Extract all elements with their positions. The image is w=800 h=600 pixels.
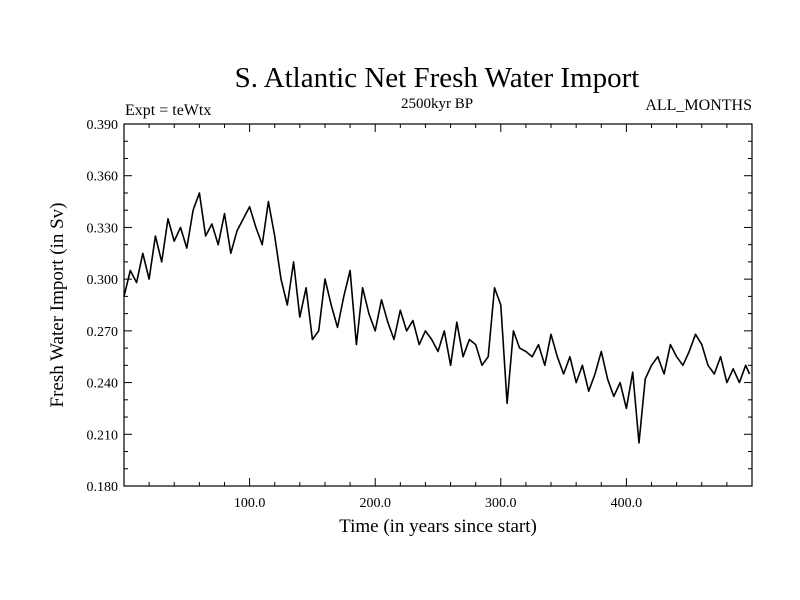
x-tick-label: 100.0: [234, 496, 266, 511]
chart-subtitle: 2500kyr BP: [401, 96, 473, 112]
axis-tick-labels: 0.180 0.210 0.240 0.270 0.300 0.330 0.360 0.390…: [87, 118, 643, 511]
x-tick-label: 200.0: [359, 496, 391, 511]
x-tick-label: 300.0: [485, 496, 517, 511]
chart-title: S. Atlantic Net Fresh Water Import: [235, 62, 640, 94]
y-tick-label: 0.300: [87, 273, 119, 288]
x-axis-label: Time (in years since start): [339, 516, 537, 537]
y-tick-label: 0.330: [87, 221, 119, 236]
series-line: [123, 192, 751, 444]
y-axis-label: Fresh Water Import (in Sv): [47, 203, 68, 408]
axis-ticks: [124, 123, 752, 487]
experiment-label: Expt = teWtx: [125, 102, 211, 119]
y-tick-label: 0.390: [87, 118, 119, 133]
plot-frame: [123, 123, 753, 487]
y-tick-label: 0.180: [87, 480, 119, 495]
y-tick-label: 0.270: [87, 325, 119, 340]
months-label: ALL_MONTHS: [645, 97, 752, 114]
y-tick-label: 0.240: [87, 377, 119, 392]
x-tick-label: 400.0: [611, 496, 643, 511]
y-tick-label: 0.210: [87, 428, 119, 443]
y-tick-label: 0.360: [87, 170, 119, 185]
